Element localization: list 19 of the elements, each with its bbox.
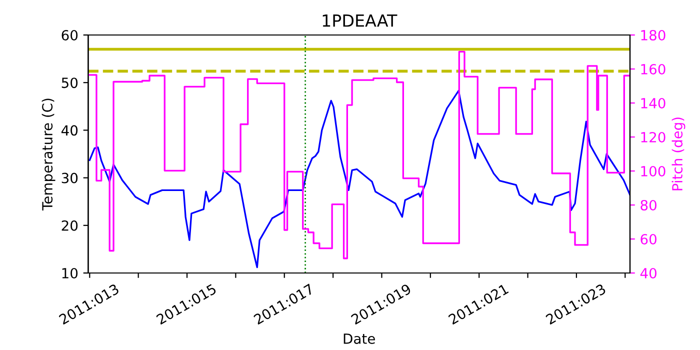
y2-tick-label: 160	[641, 64, 666, 74]
y2-tick-label: 60	[640, 234, 656, 244]
y-tick-label: 30	[62, 172, 78, 184]
y-tick-label: 60	[62, 30, 78, 40]
y2-tick-label: 80	[640, 200, 656, 210]
y-tick-label: 10	[62, 268, 78, 278]
y2-axis-title: Pitch (deg)	[672, 118, 686, 190]
y2-tick-label: 180	[641, 30, 666, 40]
line-series	[88, 90, 630, 268]
x-axis-title: Date	[344, 334, 375, 344]
y2-tick-label: 140	[641, 98, 666, 108]
y2-tick-label: 120	[641, 132, 666, 142]
y-tick-label: 20	[62, 220, 78, 231]
chart-title: 1PDEAAT	[322, 14, 398, 27]
y2-tick-label: 100	[641, 166, 666, 176]
y2-tick-label: 40	[640, 268, 656, 278]
y-tick-label: 40	[61, 125, 78, 136]
y-axis-title: Temperature (C)	[42, 98, 56, 210]
y-tick-label: 50	[62, 78, 78, 88]
